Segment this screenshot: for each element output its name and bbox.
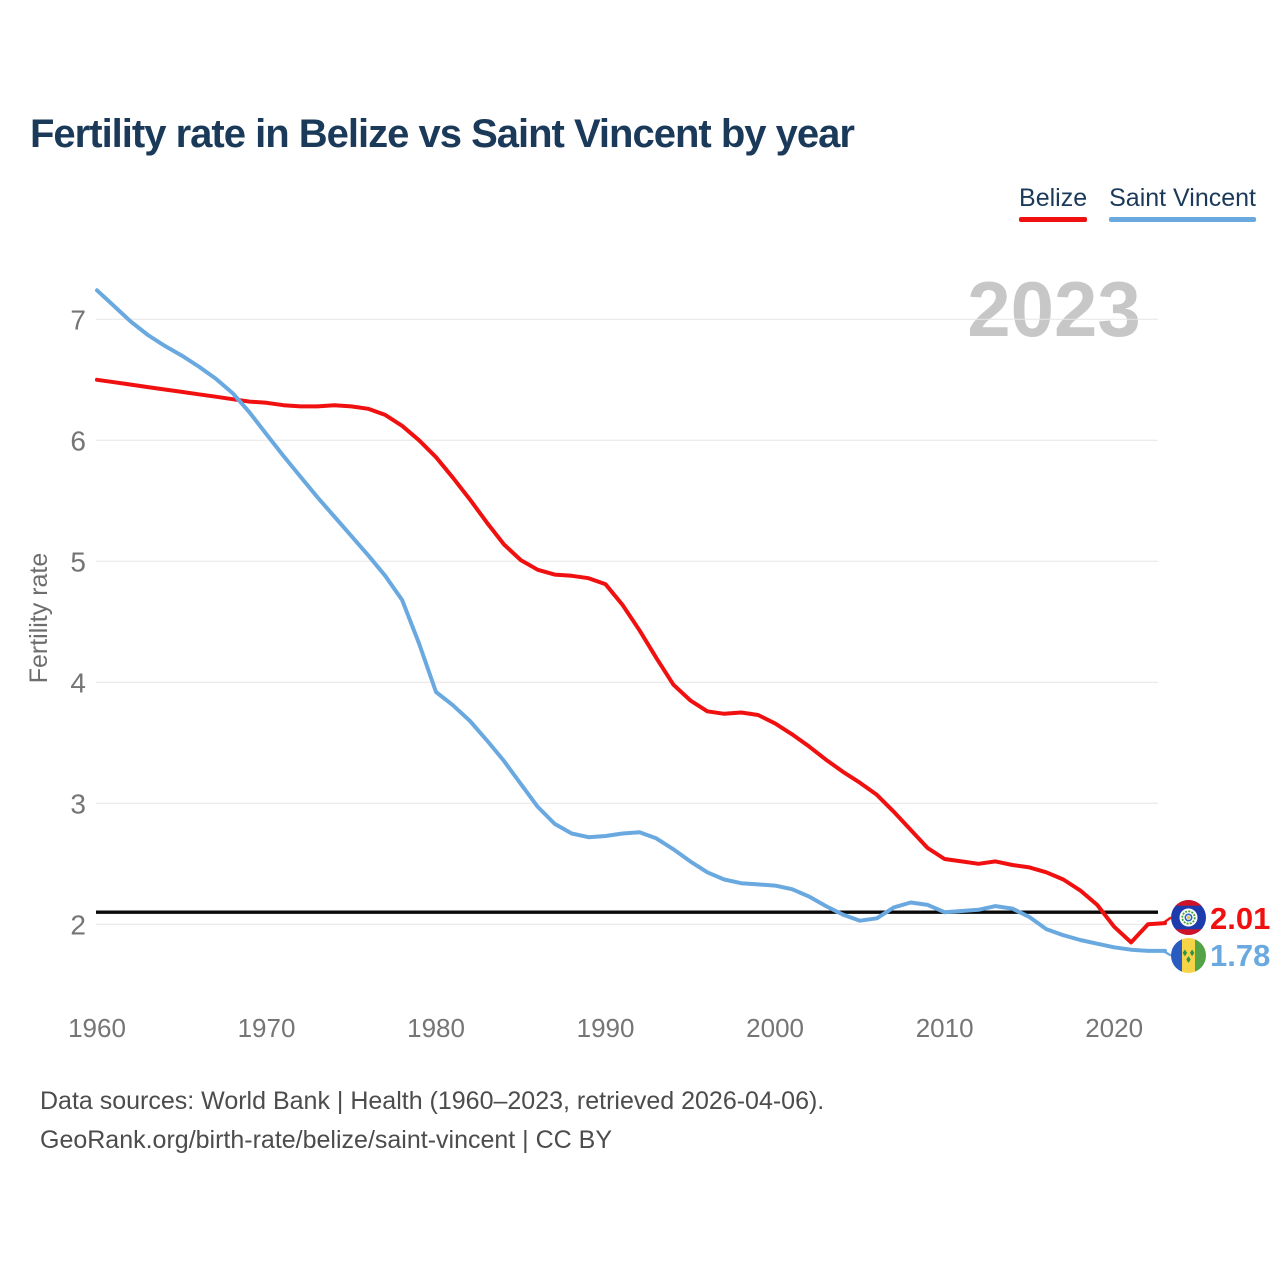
legend: Belize Saint Vincent: [1019, 186, 1256, 222]
footer: Data sources: World Bank | Health (1960–…: [40, 1082, 824, 1160]
legend-label-belize: Belize: [1019, 184, 1088, 212]
x-tick-label: 2010: [916, 1013, 974, 1043]
belize-flag-icon: [1171, 900, 1206, 935]
belize-end-value: 2.01: [1210, 901, 1270, 936]
y-tick-label: 5: [70, 546, 86, 577]
legend-swatch-belize: [1019, 217, 1088, 222]
x-axis-ticks-group: 1960 1970 1980 1990 2000 2010 2020: [68, 1013, 1143, 1043]
y-tick-label: 6: [70, 425, 86, 456]
x-tick-label: 1980: [407, 1013, 465, 1043]
y-tick-label: 2: [70, 909, 86, 940]
y-tick-label: 7: [70, 304, 86, 335]
legend-item-saint-vincent[interactable]: Saint Vincent: [1109, 186, 1256, 222]
x-tick-label: 2020: [1085, 1013, 1143, 1043]
y-tick-label: 3: [70, 788, 86, 819]
x-tick-label: 1960: [68, 1013, 126, 1043]
page-title: Fertility rate in Belize vs Saint Vincen…: [30, 112, 855, 156]
footer-sources-line: Data sources: World Bank | Health (1960–…: [40, 1087, 825, 1115]
series-group: [95, 288, 1172, 957]
year-watermark: 2023: [967, 265, 1141, 353]
saint-vincent-flag-icon: [1171, 938, 1206, 973]
gridlines-group: 2 3 4 5 6 7: [70, 304, 1158, 940]
x-tick-label: 2000: [746, 1013, 804, 1043]
legend-item-belize[interactable]: Belize: [1019, 184, 1088, 222]
footer-attribution-line: GeoRank.org/birth-rate/belize/saint-vinc…: [40, 1126, 613, 1154]
y-tick-label: 4: [70, 667, 86, 698]
legend-swatch-saint-vincent: [1109, 217, 1256, 222]
saint-vincent-end-value: 1.78: [1210, 938, 1270, 973]
x-tick-label: 1970: [238, 1013, 296, 1043]
x-tick-label: 1990: [577, 1013, 635, 1043]
belize-line[interactable]: [95, 377, 1167, 945]
legend-label-saint-vincent: Saint Vincent: [1109, 184, 1256, 212]
saint-vincent-line[interactable]: [95, 288, 1167, 953]
y-axis-title: Fertility rate: [25, 553, 53, 684]
